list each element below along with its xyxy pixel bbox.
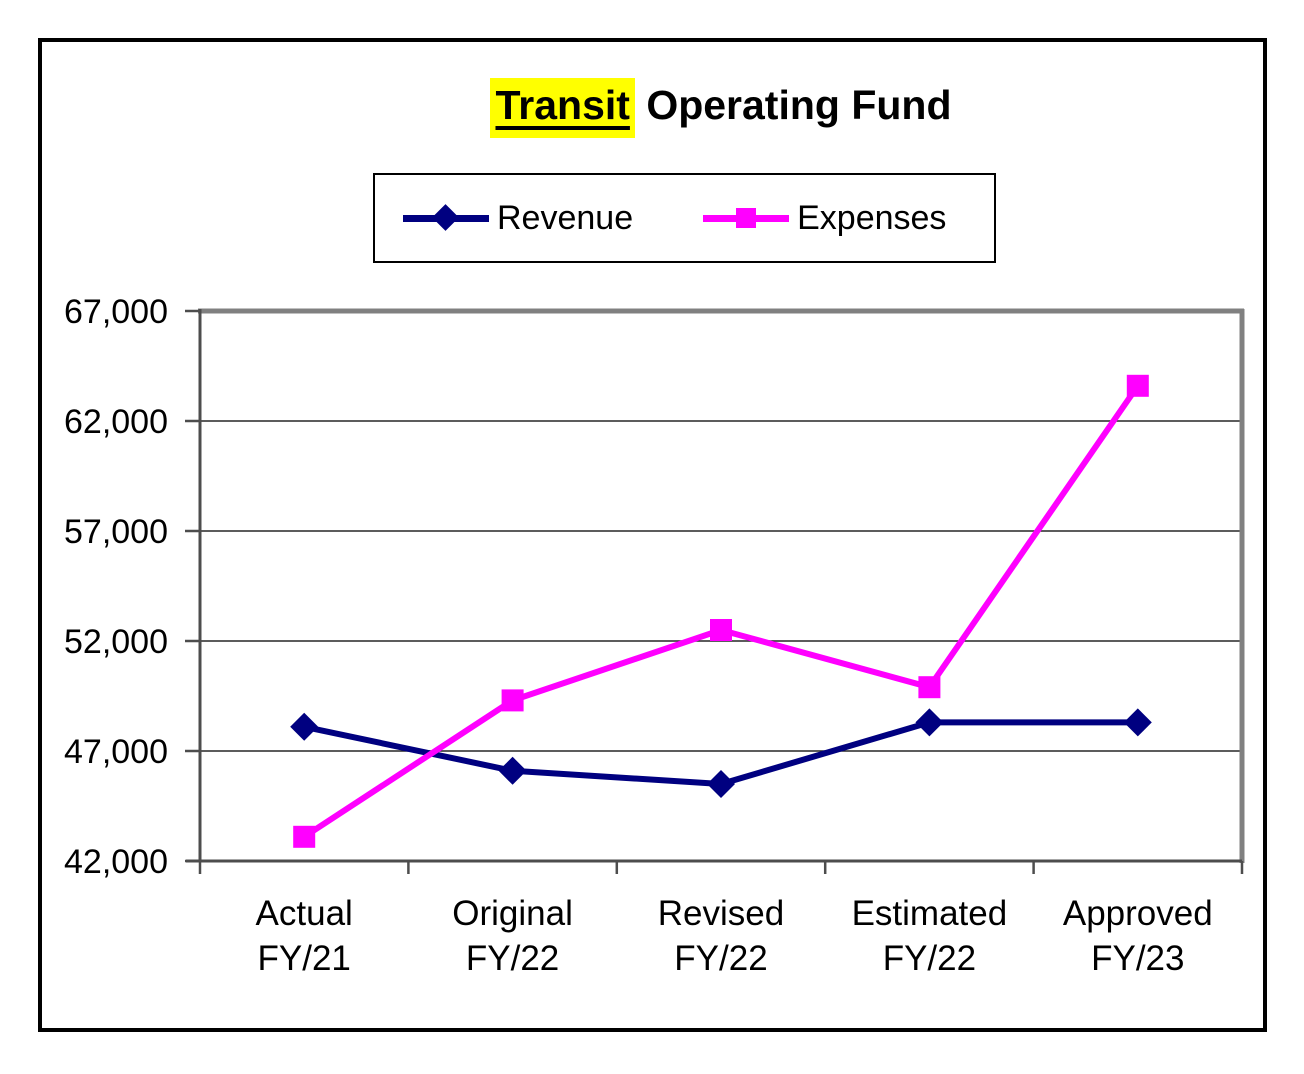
y-axis-tick-label: 67,000 bbox=[64, 293, 168, 331]
x-axis-category-label: Approved bbox=[1063, 894, 1213, 933]
y-axis-tick-label: 42,000 bbox=[64, 843, 168, 881]
legend-entry-revenue: Revenue bbox=[403, 199, 633, 238]
y-axis-tick-label: 52,000 bbox=[64, 623, 168, 661]
revenue-legend-sample bbox=[403, 204, 489, 231]
chart-legend: Revenue Expenses bbox=[373, 173, 996, 263]
revenue-marker bbox=[707, 770, 735, 798]
expenses-square-icon bbox=[736, 208, 757, 228]
x-axis-category-label: Revised bbox=[658, 894, 784, 933]
expenses-marker bbox=[293, 825, 316, 848]
x-axis-category-label: Original bbox=[452, 894, 573, 933]
expenses-marker bbox=[1126, 374, 1149, 397]
revenue-marker bbox=[290, 712, 319, 741]
y-axis-tick-label: 47,000 bbox=[64, 733, 168, 771]
revenue-marker bbox=[498, 756, 527, 785]
revenue-marker bbox=[915, 708, 944, 737]
x-axis-category-sublabel: FY/22 bbox=[466, 939, 559, 978]
expenses-marker bbox=[918, 676, 941, 699]
y-axis-tick-label: 57,000 bbox=[64, 513, 168, 551]
x-axis-category-label: Actual bbox=[256, 894, 353, 933]
x-axis-category-sublabel: FY/23 bbox=[1091, 939, 1184, 978]
title-highlighted-word: Transit bbox=[490, 78, 635, 138]
y-axis-tick-label: 62,000 bbox=[64, 403, 168, 441]
revenue-marker bbox=[1123, 708, 1152, 737]
legend-label-revenue: Revenue bbox=[497, 198, 634, 237]
x-axis-category-label: Estimated bbox=[852, 894, 1008, 933]
x-axis-category-sublabel: FY/22 bbox=[674, 939, 767, 978]
expenses-marker bbox=[501, 689, 524, 712]
x-axis-category-sublabel: FY/21 bbox=[258, 939, 351, 978]
chart-title: Transit Operating Fund bbox=[200, 78, 1242, 138]
legend-entry-expenses: Expenses bbox=[703, 199, 946, 238]
title-rest-text: Operating Fund bbox=[634, 82, 952, 128]
expenses-line bbox=[301, 382, 1141, 840]
legend-label-expenses: Expenses bbox=[797, 198, 947, 237]
expenses-legend-sample bbox=[703, 205, 790, 231]
x-axis-category-sublabel: FY/22 bbox=[883, 939, 976, 978]
expenses-marker bbox=[710, 619, 732, 641]
